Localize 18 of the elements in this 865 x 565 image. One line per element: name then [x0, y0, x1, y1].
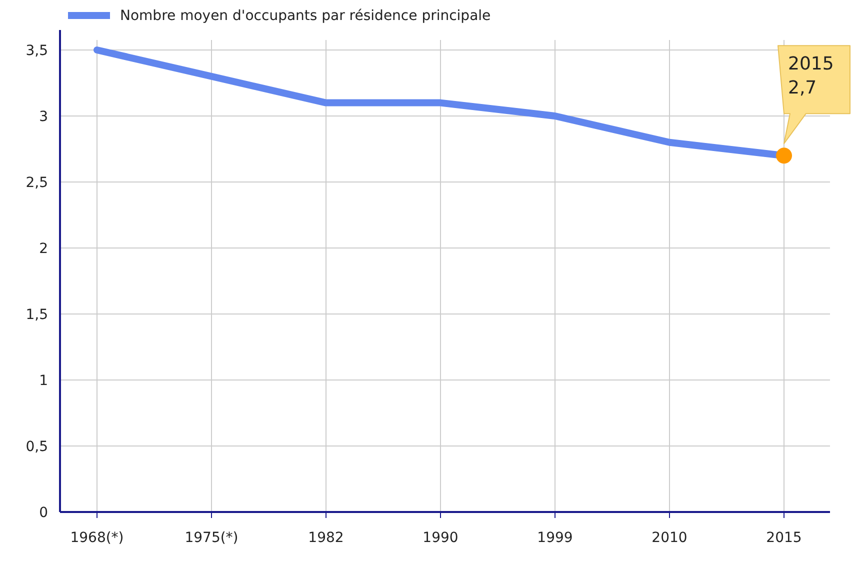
y-tick-label: 1,5	[26, 306, 48, 323]
tooltip-callout: 2015 2,7	[776, 45, 850, 164]
x-tick-label: 1968(*)	[70, 530, 124, 546]
legend-label: Nombre moyen d'occupants par résidence principale	[120, 8, 491, 24]
y-tick-label: 0,5	[26, 438, 48, 455]
x-tick-label: 1975(*)	[184, 530, 238, 546]
y-tick-label: 0	[39, 504, 48, 521]
y-tick-label: 1	[39, 372, 48, 389]
x-tick-label: 2010	[652, 530, 688, 546]
annotation: 2015 2,7	[788, 54, 834, 99]
x-tick-label: 1999	[537, 530, 573, 546]
y-tick-label: 3,5	[26, 42, 48, 59]
x-tick-label: 1990	[422, 530, 458, 546]
y-tick-label: 3	[39, 108, 48, 125]
y-tick-label: 2	[39, 240, 48, 257]
x-tick-label: 1982	[308, 530, 344, 546]
x-tick-label: 2015	[766, 530, 802, 546]
y-tick-label: 2,5	[26, 174, 48, 191]
